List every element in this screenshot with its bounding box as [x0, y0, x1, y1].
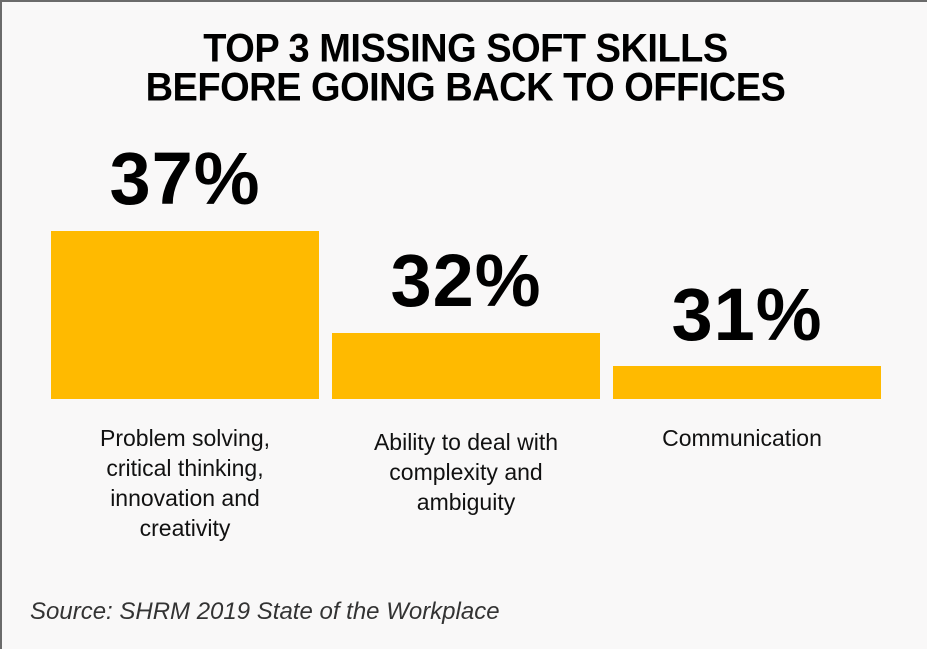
category-label-problem-solving: Problem solving, critical thinking, inno…	[51, 423, 319, 543]
category-label-communication: Communication	[613, 423, 871, 453]
value-label-communication: 31%	[671, 273, 823, 356]
label-line: Problem solving,	[99, 425, 271, 451]
label-line: innovation and	[110, 485, 260, 511]
label-line: complexity and	[389, 459, 543, 485]
label-line: critical thinking,	[106, 455, 264, 481]
bar-problem-solving	[51, 231, 319, 399]
category-label-complexity: Ability to deal with complexity and ambi…	[332, 427, 600, 517]
chart-title-line-1: TOP 3 MISSING SOFT SKILLS	[203, 27, 728, 72]
chart-title-line-2: BEFORE GOING BACK TO OFFICES	[145, 65, 786, 110]
label-line: creativity	[139, 515, 231, 541]
bar-complexity	[332, 333, 600, 399]
chart-title: TOP 3 MISSING SOFT SKILLS BEFORE GOING B…	[2, 27, 927, 110]
value-label-complexity: 32%	[390, 239, 542, 322]
label-line: ambiguity	[416, 489, 516, 515]
source-note: Source: SHRM 2019 State of the Workplace	[30, 598, 500, 625]
value-label-problem-solving: 37%	[109, 137, 261, 220]
bar-communication	[613, 366, 881, 399]
label-line: Ability to deal with	[373, 429, 559, 455]
label-line: Communication	[662, 425, 822, 451]
